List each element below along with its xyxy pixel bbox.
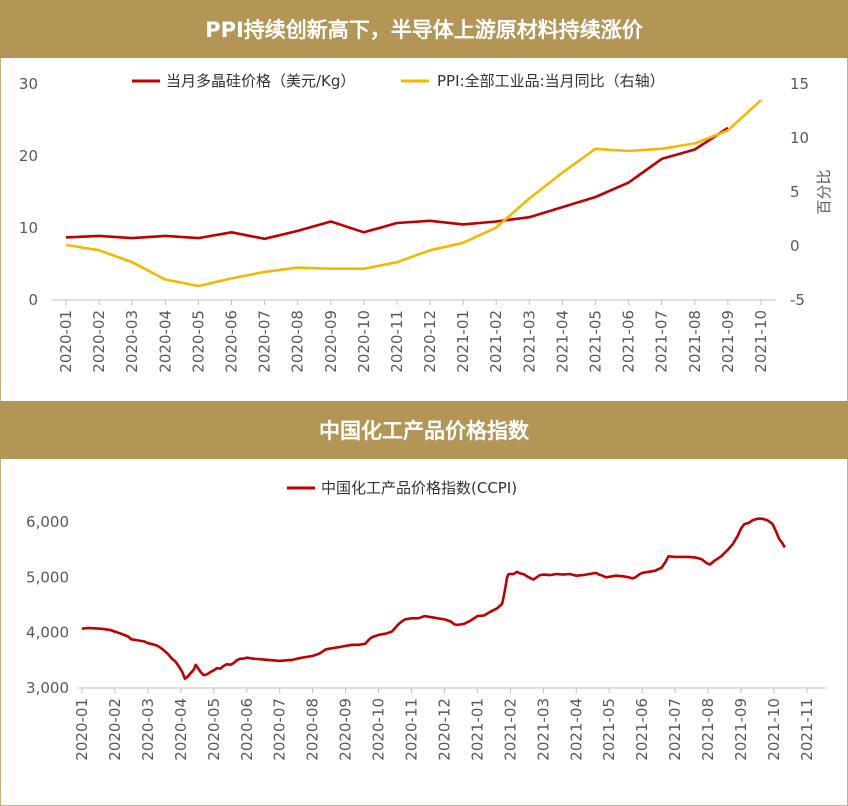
y-right-tick-label: 5 xyxy=(790,183,800,201)
x-tick-label: 2020-01 xyxy=(73,698,91,761)
y-left-tick-label: 20 xyxy=(19,147,38,165)
x-tick-label: 2020-04 xyxy=(172,698,190,761)
ppi-yoy-line xyxy=(65,99,762,288)
legend-label: PPI:全部工业品:当月同比（右轴） xyxy=(437,72,665,90)
x-tick-label: 2020-01 xyxy=(57,310,75,373)
bottom-chart-title: 中国化工产品价格指数 xyxy=(0,401,848,459)
x-tick-label: 2021-07 xyxy=(653,310,671,373)
x-tick-label: 2020-07 xyxy=(271,698,289,761)
x-tick-label: 2021-02 xyxy=(487,310,505,373)
top-chart-title: PPI持续创新高下，半导体上游原材料持续涨价 xyxy=(0,0,848,58)
x-tick-label: 2021-06 xyxy=(633,698,651,761)
x-tick-label: 2020-03 xyxy=(139,698,157,761)
x-tick-label: 2020-09 xyxy=(337,698,355,761)
x-tick-label: 2020-11 xyxy=(403,698,421,761)
x-tick-label: 2020-10 xyxy=(355,310,373,373)
x-tick-label: 2020-10 xyxy=(370,698,388,761)
legend-label: 当月多晶硅价格（美元/Kg） xyxy=(166,72,355,90)
x-tick-label: 2020-06 xyxy=(222,310,240,373)
y-tick-label: 4,000 xyxy=(26,624,69,642)
ccpi-line xyxy=(81,517,786,680)
x-tick-label: 2020-12 xyxy=(435,698,453,761)
y-right-axis-title: 百分比 xyxy=(815,169,833,214)
x-tick-label: 2021-02 xyxy=(501,698,519,761)
x-tick-label: 2020-05 xyxy=(189,310,207,373)
x-tick-label: 2020-12 xyxy=(421,310,439,373)
x-tick-label: 2021-04 xyxy=(567,698,585,761)
x-tick-label: 2020-11 xyxy=(388,310,406,373)
y-left-tick-label: 10 xyxy=(19,219,38,237)
x-tick-label: 2021-05 xyxy=(600,698,618,761)
x-tick-label: 2021-10 xyxy=(752,310,770,373)
x-tick-label: 2020-09 xyxy=(322,310,340,373)
x-tick-label: 2021-07 xyxy=(666,698,684,761)
y-left-tick-label: 30 xyxy=(19,75,38,93)
x-tick-label: 2020-08 xyxy=(304,698,322,761)
x-tick-label: 2021-03 xyxy=(534,698,552,761)
x-tick-label: 2020-08 xyxy=(289,310,307,373)
legend-label: 中国化工产品价格指数(CCPI) xyxy=(321,479,517,497)
y-right-tick-label: 0 xyxy=(790,237,800,255)
y-tick-label: 5,000 xyxy=(26,568,69,586)
y-right-tick-label: 10 xyxy=(790,129,809,147)
x-tick-label: 2021-01 xyxy=(454,310,472,373)
x-tick-label: 2021-08 xyxy=(686,310,704,373)
x-tick-label: 2021-10 xyxy=(765,698,783,761)
x-tick-label: 2020-02 xyxy=(90,310,108,373)
y-right-tick-label: -5 xyxy=(790,291,805,309)
x-tick-label: 2020-07 xyxy=(256,310,274,373)
x-tick-label: 2021-05 xyxy=(587,310,605,373)
x-tick-label: 2021-06 xyxy=(620,310,638,373)
y-right-tick-label: 15 xyxy=(790,75,809,93)
y-tick-label: 3,000 xyxy=(26,679,69,697)
x-tick-label: 2021-03 xyxy=(520,310,538,373)
ccpi-chart: 3,000 4,000 5,000 6,000 2020-01 2020-02 2020-0… xyxy=(26,479,826,761)
polysilicon-price-line xyxy=(65,126,729,241)
x-tick-label: 2021-01 xyxy=(468,698,486,761)
x-tick-label: 2021-08 xyxy=(699,698,717,761)
y-left-tick-label: 0 xyxy=(28,291,38,309)
x-tick-label: 2021-04 xyxy=(553,310,571,373)
polysilicon-ppi-chart: 0 10 20 30 -5 0 5 10 15 百分比 2020-01 2020-02 2020-03 2… xyxy=(19,72,833,373)
x-tick-label: 2020-02 xyxy=(106,698,124,761)
x-tick-label: 2020-06 xyxy=(238,698,256,761)
x-tick-label: 2021-09 xyxy=(732,698,750,761)
x-tick-label: 2020-04 xyxy=(156,310,174,373)
y-tick-label: 6,000 xyxy=(26,513,69,531)
x-tick-label: 2021-09 xyxy=(719,310,737,373)
x-tick-label: 2021-11 xyxy=(798,698,816,761)
x-tick-label: 2020-05 xyxy=(205,698,223,761)
x-tick-label: 2020-03 xyxy=(123,310,141,373)
